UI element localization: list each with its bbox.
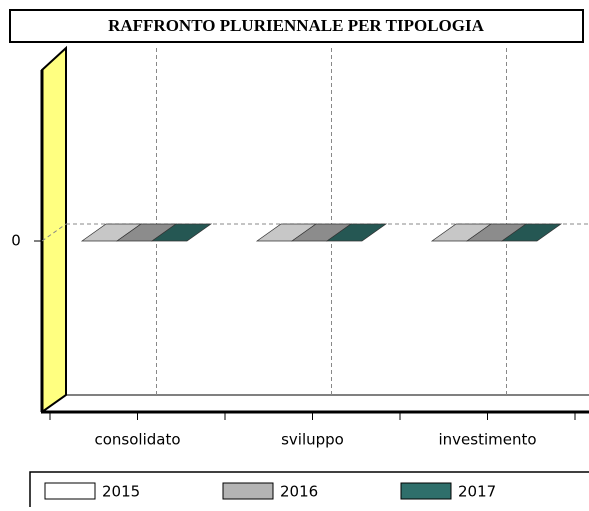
- grid-line: [41, 223, 67, 242]
- legend-box: [29, 471, 589, 511]
- bar-top: [325, 223, 388, 242]
- legend-swatch: [222, 482, 274, 500]
- title-box: [9, 9, 584, 43]
- x-tick-label: investimento: [438, 431, 536, 449]
- bar-top: [500, 223, 563, 242]
- legend-swatch: [400, 482, 452, 500]
- x-tick-label: consolidato: [94, 431, 180, 449]
- side-wall: [41, 45, 67, 414]
- legend-label: 2017: [458, 483, 496, 501]
- legend-label: 2016: [280, 483, 318, 501]
- bar-top: [150, 223, 213, 242]
- legend-swatch: [44, 482, 96, 500]
- bar: [500, 223, 563, 242]
- bar: [150, 223, 213, 242]
- legend-label: 2015: [102, 483, 140, 501]
- y-tick-label: 0: [11, 232, 21, 250]
- x-tick-label: sviluppo: [281, 431, 344, 449]
- bar: [325, 223, 388, 242]
- chart-title: RAFFRONTO PLURIENNALE PER TIPOLOGIA: [108, 16, 484, 35]
